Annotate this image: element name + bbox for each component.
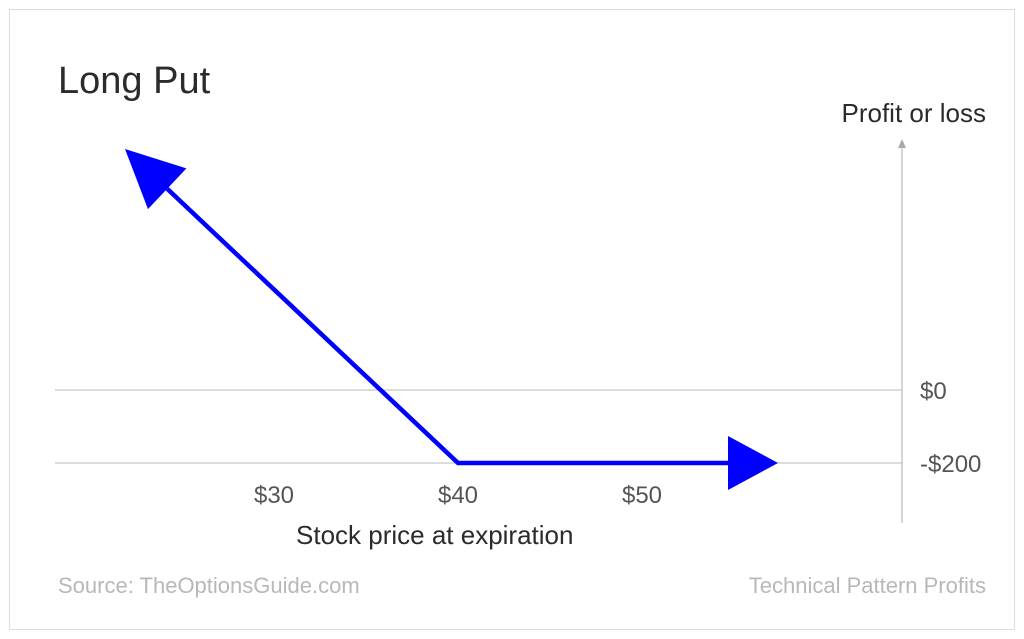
chart-frame [9, 9, 1015, 630]
payoff-arrow-end [728, 436, 778, 490]
y-tick-label: -$200 [920, 451, 981, 478]
chart-title: Long Put [58, 60, 211, 102]
y-tick-label: $0 [920, 378, 947, 405]
x-axis-label: Stock price at expiration [296, 520, 574, 550]
y-axis-arrow [898, 139, 906, 148]
x-tick-label: $50 [622, 482, 662, 509]
x-tick-label: $30 [254, 482, 294, 509]
source-text: Source: TheOptionsGuide.com [58, 573, 360, 598]
y-axis-label: Profit or loss [841, 98, 987, 128]
payoff-arrow-start [125, 149, 187, 210]
x-tick-label: $40 [438, 482, 478, 509]
payoff-line [165, 187, 728, 466]
credit-text: Technical Pattern Profits [748, 573, 986, 598]
